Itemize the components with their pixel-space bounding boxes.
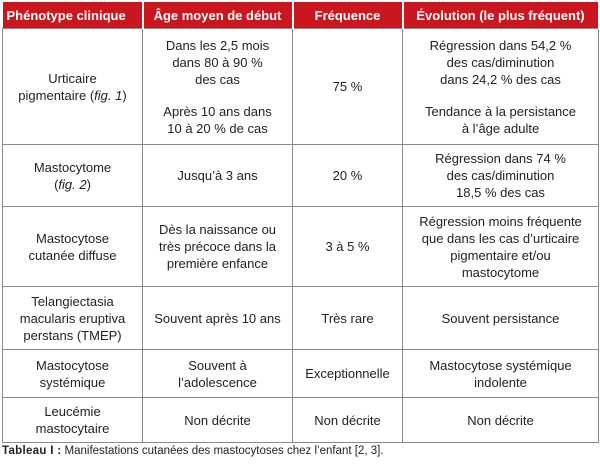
- age-text: Dans les 2,5 mois: [165, 37, 270, 53]
- evolution-cell: Mastocytose systémique indolente: [402, 349, 599, 398]
- age-cell: Dans les 2,5 mois dans 80 à 90 % des cas…: [142, 28, 293, 145]
- figure-reference: fig. 2: [58, 176, 87, 192]
- evolution-text: Régression moins fréquente: [419, 213, 582, 229]
- phenotype-text: ): [86, 176, 91, 192]
- evolution-text: Régression dans 54,2 %: [429, 37, 572, 53]
- evolution-text: indolente: [474, 374, 527, 390]
- frequency-cell: 75 %: [292, 28, 403, 145]
- evolution-text: Régression dans 74 %: [435, 151, 566, 166]
- evolution-text: pigmentaire et/ou: [450, 247, 551, 263]
- header-evolution: Évolution (le plus fréquent): [401, 2, 600, 29]
- table-caption: Tableau I : Manifestations cutanées des …: [2, 445, 384, 457]
- evolution-cell: Souvent persistance: [402, 286, 599, 350]
- phenotype-text: cutanée diffuse: [28, 247, 117, 263]
- phenotype-text: mastocytaire: [35, 421, 110, 436]
- age-cell: Non décrite: [142, 397, 293, 443]
- age-text: Après 10 ans dans: [163, 103, 272, 119]
- frequency-cell: 20 %: [292, 144, 403, 207]
- phenotype-cell: Mastocytose systémique: [2, 349, 143, 398]
- phenotype-text: (: [54, 176, 59, 192]
- phenotype-cell: Telangiectasia macularis eruptiva persta…: [2, 286, 143, 350]
- age-text: 10 à 20 % de cas: [167, 120, 268, 136]
- evolution-cell: Régression dans 54,2 % des cas/diminutio…: [402, 28, 599, 145]
- age-text: Souvent à: [188, 357, 247, 373]
- phenotype-text: ): [122, 87, 127, 103]
- evolution-text: des cas/diminution: [446, 54, 555, 70]
- age-cell: Dès la naissance ou très précoce dans la…: [142, 206, 293, 287]
- frequency-cell: Exceptionnelle: [292, 349, 403, 398]
- phenotype-cell: Leucémie mastocytaire: [2, 397, 143, 443]
- evolution-cell: Non décrite: [402, 397, 599, 443]
- evolution-text: des cas/diminution: [446, 168, 555, 183]
- phenotype-text: Telangiectasia: [31, 293, 114, 309]
- age-text: l’adolescence: [178, 374, 257, 390]
- age-text: très précoce dans la: [158, 239, 277, 254]
- age-text: première enfance: [166, 256, 269, 271]
- table-row: Telangiectasia macularis eruptiva persta…: [2, 286, 599, 350]
- evolution-text: Mastocytose systémique: [429, 357, 572, 373]
- table-row: Mastocytose systémique Souvent à l’adole…: [2, 349, 599, 398]
- frequency-cell: Non décrite: [292, 397, 403, 443]
- header-phenotype: Phénotype clinique: [2, 2, 144, 29]
- phenotype-text: Mastocytose: [36, 230, 109, 246]
- age-text: des cas: [195, 71, 240, 87]
- phenotype-text: Urticaire: [48, 70, 97, 86]
- phenotype-text: perstans (TMEP): [23, 327, 122, 343]
- age-cell: Souvent après 10 ans: [142, 286, 293, 350]
- clinical-table: Phénotype clinique Âge moyen de début Fr…: [2, 2, 600, 443]
- table-row: Mastocytose cutanée diffuse Dès la naiss…: [2, 206, 599, 287]
- phenotype-cell: Mastocytome (fig. 2): [2, 144, 143, 207]
- header-age: Âge moyen de début: [141, 2, 294, 29]
- evolution-text: 18,5 % des cas: [456, 185, 545, 200]
- evolution-text: mastocytome: [461, 264, 540, 280]
- figure-reference: fig. 1: [94, 87, 123, 103]
- phenotype-text: Mastocytome: [33, 159, 112, 175]
- age-text: Dès la naissance ou: [158, 222, 277, 237]
- header-frequency: Fréquence: [291, 2, 404, 29]
- age-cell: Souvent à l’adolescence: [142, 349, 293, 398]
- evolution-cell: Régression moins fréquente que dans les …: [402, 206, 599, 287]
- evolution-text: que dans les cas d’urticaire: [421, 230, 580, 246]
- caption-text: Manifestations cutanées des mastocytoses…: [61, 445, 384, 457]
- spacer: [407, 88, 594, 103]
- evolution-text: à l’âge adulte: [461, 120, 540, 136]
- evolution-text: dans 24,2 % des cas: [440, 71, 561, 87]
- table-row: Mastocytome (fig. 2) Jusqu’à 3 ans 20 % …: [2, 144, 599, 207]
- phenotype-text: Leucémie: [44, 404, 101, 419]
- phenotype-text: pigmentaire (: [18, 87, 95, 103]
- frequency-cell: Très rare: [292, 286, 403, 350]
- age-text: dans 80 à 90 %: [172, 54, 263, 70]
- phenotype-text: Mastocytose: [36, 357, 109, 373]
- frequency-cell: 3 à 5 %: [292, 206, 403, 287]
- table-header-row: Phénotype clinique Âge moyen de début Fr…: [2, 2, 600, 29]
- caption-label: Tableau I :: [2, 445, 62, 457]
- phenotype-text: systémique: [39, 374, 106, 390]
- age-cell: Jusqu’à 3 ans: [142, 144, 293, 207]
- evolution-text: Tendance à la persistance: [424, 103, 577, 119]
- phenotype-cell: Urticaire pigmentaire (fig. 1): [2, 28, 143, 145]
- phenotype-cell: Mastocytose cutanée diffuse: [2, 206, 143, 287]
- table-row: Leucémie mastocytaire Non décrite Non dé…: [2, 397, 599, 443]
- spacer: [147, 88, 288, 103]
- phenotype-text: macularis eruptiva: [19, 310, 126, 326]
- table-row: Urticaire pigmentaire (fig. 1) Dans les …: [2, 28, 599, 145]
- evolution-cell: Régression dans 74 % des cas/diminution …: [402, 144, 599, 207]
